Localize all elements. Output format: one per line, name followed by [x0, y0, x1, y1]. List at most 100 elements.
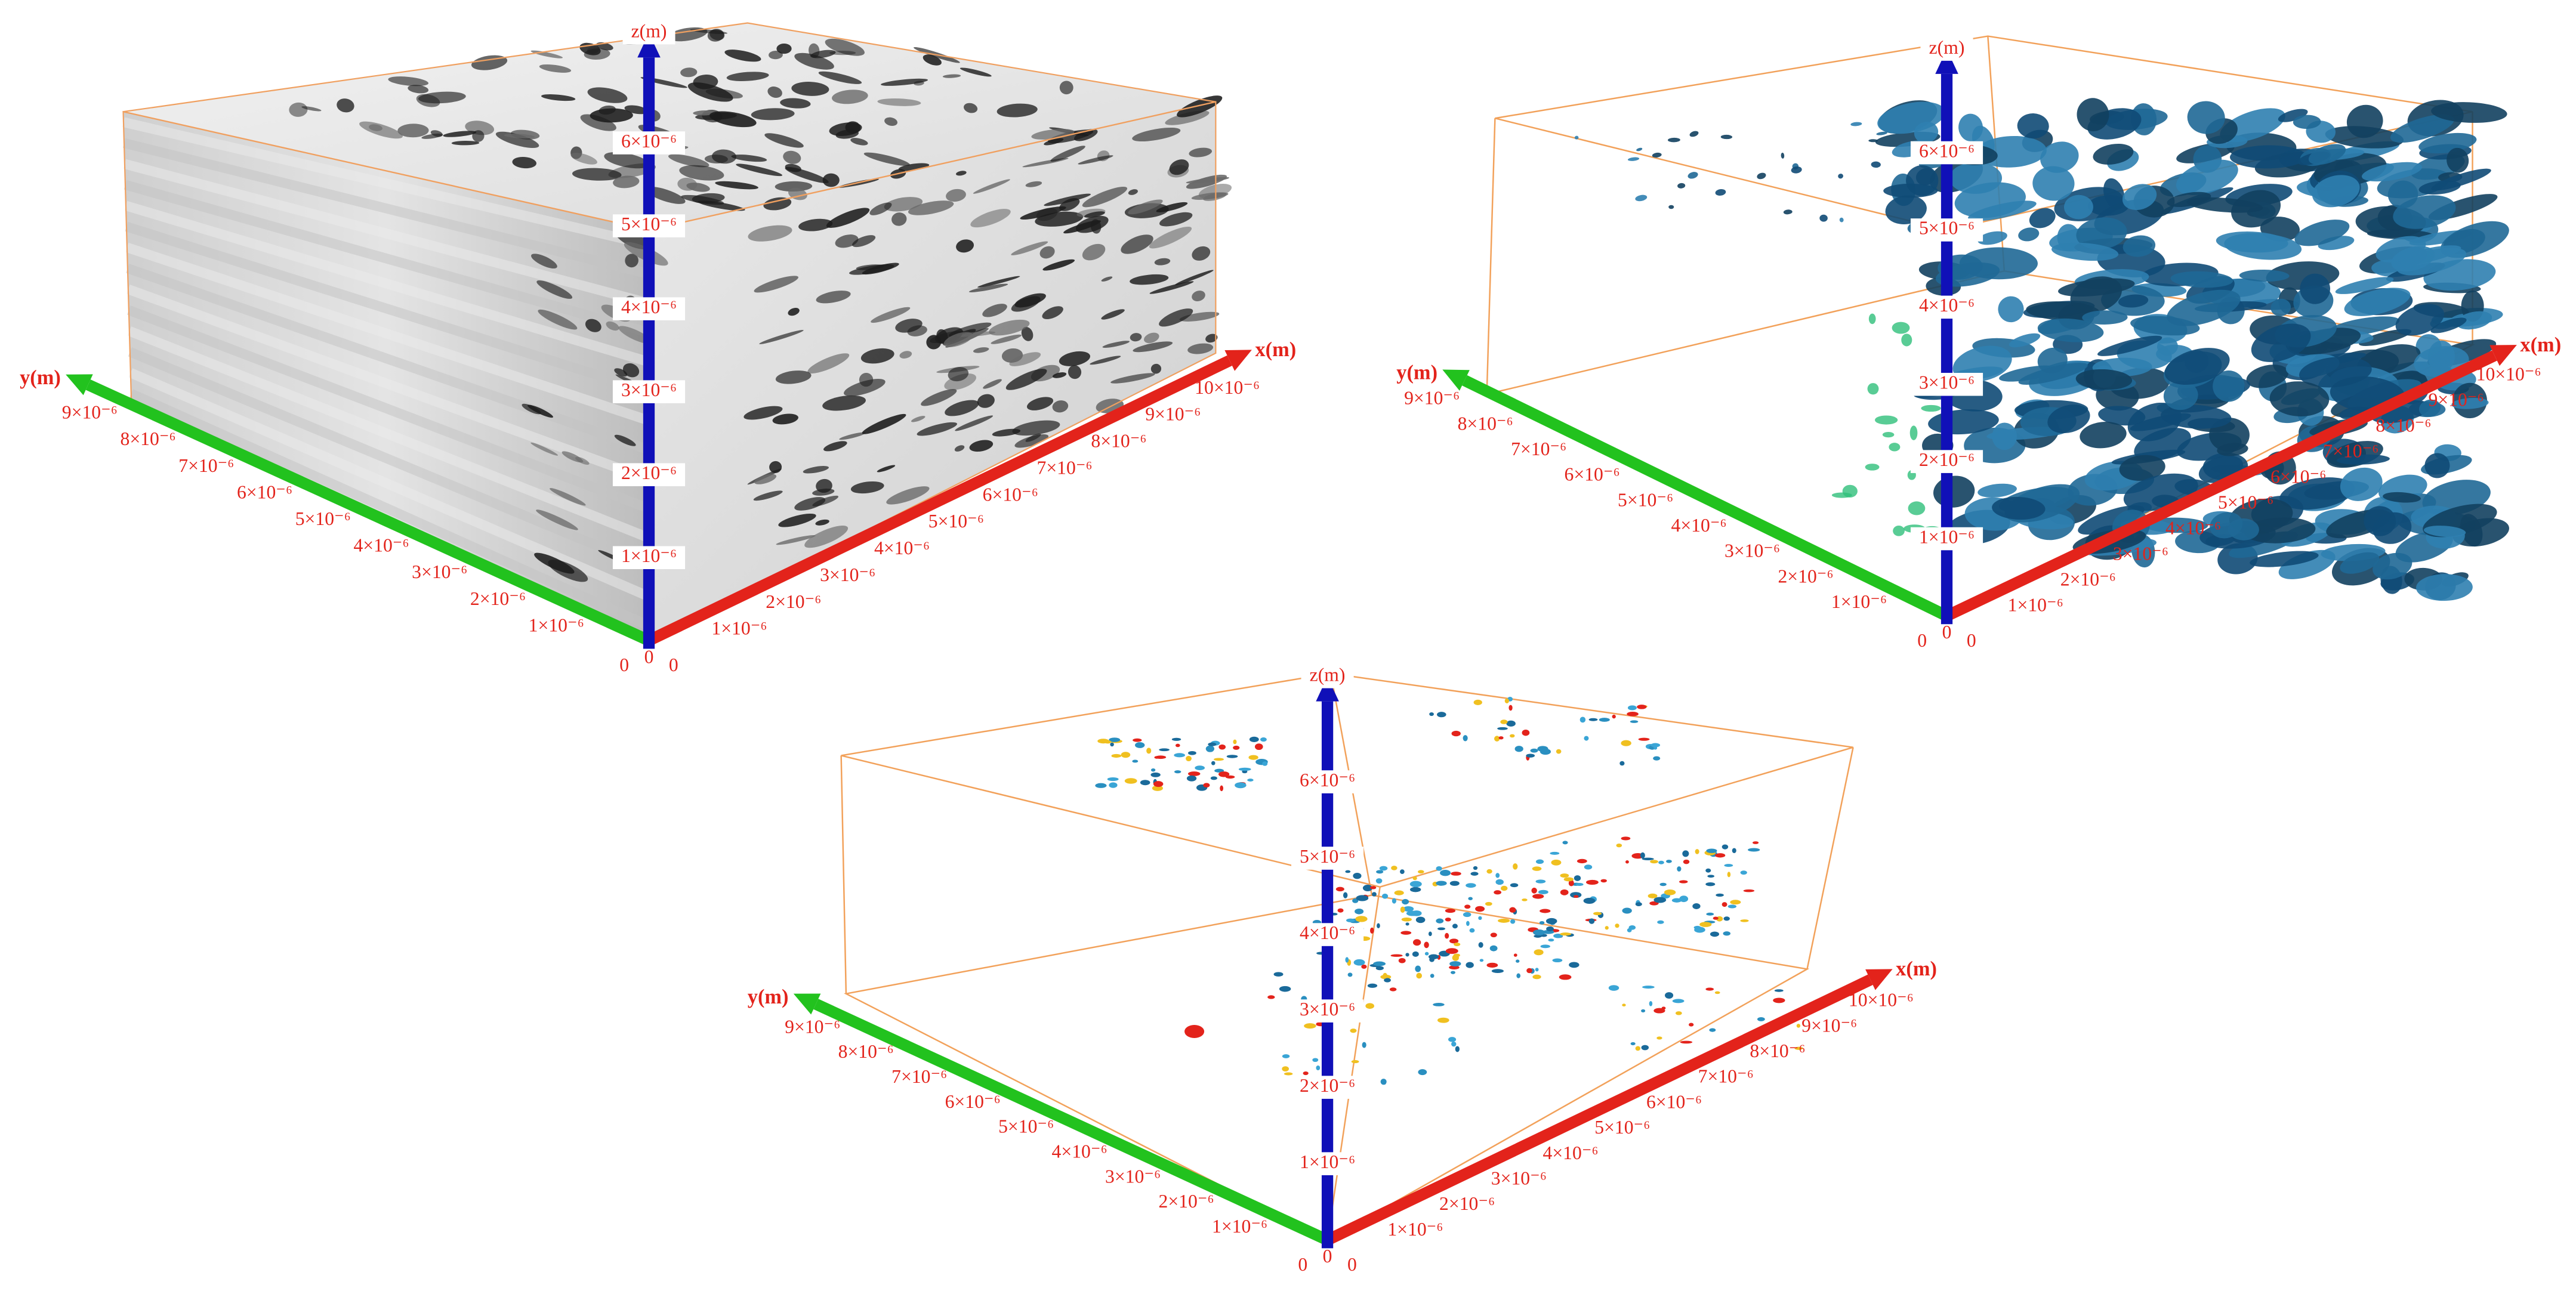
pore-speck [1109, 737, 1121, 742]
x-tick-label: 3×10⁻⁶ [820, 564, 875, 585]
texture-blob [826, 208, 870, 228]
pore-speck [1585, 879, 1599, 885]
pore-speck [1150, 772, 1161, 777]
texture-blob [798, 218, 833, 231]
pore-blob [2037, 347, 2068, 373]
texture-blob [512, 156, 536, 169]
pore-speck [1466, 883, 1476, 888]
z-axis-title: z(m) [1929, 37, 1965, 58]
texture-blob [835, 234, 859, 248]
z-axis-head [1935, 49, 1958, 74]
pore-speck [1390, 954, 1403, 957]
pore-speck [1705, 868, 1711, 873]
pore-speck [1533, 929, 1545, 935]
pore-blob [2376, 236, 2426, 263]
texture-blob [1192, 291, 1205, 301]
pore-speck [1588, 918, 1595, 924]
texture-blob [1150, 363, 1162, 374]
pore-speck [1522, 898, 1528, 901]
pore-blob [2040, 141, 2079, 173]
x-tick-label: 4×10⁻⁶ [1543, 1142, 1599, 1163]
pore-speck [1362, 885, 1373, 891]
pore-blob [1720, 134, 1733, 140]
z-tick-label: 4×10⁻⁶ [621, 297, 677, 317]
y-tick-label: 0 [619, 654, 629, 675]
pore-speck [1500, 719, 1508, 724]
texture-blob [956, 171, 967, 176]
pore-blob [1921, 404, 1941, 412]
pore-speck [1545, 918, 1557, 925]
texture-blob [823, 441, 847, 452]
pore-blob [2167, 289, 2241, 326]
pore-speck [1381, 893, 1389, 899]
texture-blob [698, 200, 745, 211]
texture-blob [724, 50, 761, 62]
pore-speck [1666, 860, 1672, 863]
pore-speck [1451, 971, 1455, 974]
pore-speck [1436, 918, 1444, 924]
x-tick-label: 5×10⁻⁶ [1594, 1117, 1650, 1138]
x-tick-label: 7×10⁻⁶ [1698, 1066, 1754, 1087]
texture-blob [1090, 356, 1121, 365]
pore-speck [1605, 926, 1609, 930]
pore-speck [1437, 712, 1446, 718]
pore-speck [1716, 893, 1724, 897]
pore-speck [1680, 1040, 1693, 1044]
texture-blob [1082, 186, 1128, 208]
pore-speck [1205, 745, 1215, 752]
pore-speck [1724, 864, 1733, 867]
pore-blob [1977, 483, 2017, 498]
pore-speck [1531, 887, 1537, 894]
pore-speck [1539, 921, 1545, 925]
y-tick-label: 3×10⁻⁶ [1724, 541, 1780, 561]
pore-speck [1400, 869, 1405, 874]
texture-blob [869, 202, 892, 215]
pore-speck [1740, 870, 1747, 875]
x-tick-label: 2×10⁻⁶ [766, 591, 821, 612]
texture-blob [1154, 258, 1171, 265]
z-tick-label: 3×10⁻⁶ [1300, 999, 1355, 1020]
pore-blob [1977, 231, 2007, 245]
pore-speck [1642, 986, 1655, 989]
pore-blob [1892, 322, 1910, 334]
z-tick-label: 1×10⁻⁶ [621, 545, 677, 566]
pore-speck [1429, 957, 1434, 962]
pore-blob [2017, 113, 2049, 139]
y-axis-title: y(m) [1396, 362, 1437, 384]
z-tick-label: 3×10⁻⁶ [621, 379, 677, 400]
pore-blob [1998, 296, 2024, 323]
pore-speck [1150, 768, 1156, 772]
pore-blob [1876, 131, 1887, 135]
pore-blob [1908, 501, 1926, 515]
pore-blob [2390, 114, 2454, 143]
pore-speck [1416, 972, 1423, 979]
pore-speck [1600, 879, 1607, 883]
texture-blob [1078, 155, 1113, 165]
pore-speck [1713, 916, 1719, 920]
pore-blob [2119, 455, 2165, 481]
texture-band [124, 200, 650, 367]
texture-blob [1044, 193, 1091, 206]
pore-speck [1732, 848, 1736, 853]
pore-speck [1659, 882, 1667, 887]
pore-speck [1593, 912, 1602, 916]
pore-speck [1723, 931, 1731, 936]
pore-speck [1651, 743, 1661, 748]
x-tick-label: 3×10⁻⁶ [1491, 1168, 1547, 1188]
pore-blob [2294, 220, 2350, 246]
pore-speck [1653, 1008, 1665, 1014]
texture-band [125, 242, 651, 425]
pore-speck [1641, 1009, 1646, 1013]
texture-blob [776, 43, 792, 54]
pore-speck [1214, 768, 1224, 773]
pore-speck [1440, 869, 1451, 876]
pore-speck [1448, 1037, 1457, 1042]
z-tick-label-bg [612, 214, 686, 237]
pore-speck [1249, 736, 1259, 742]
texture-blob [970, 209, 1011, 228]
texture-band [128, 368, 651, 601]
pore-speck [1757, 1017, 1765, 1021]
pore-speck [1424, 952, 1429, 956]
pore-speck [1226, 755, 1238, 758]
texture-blob [977, 394, 995, 408]
